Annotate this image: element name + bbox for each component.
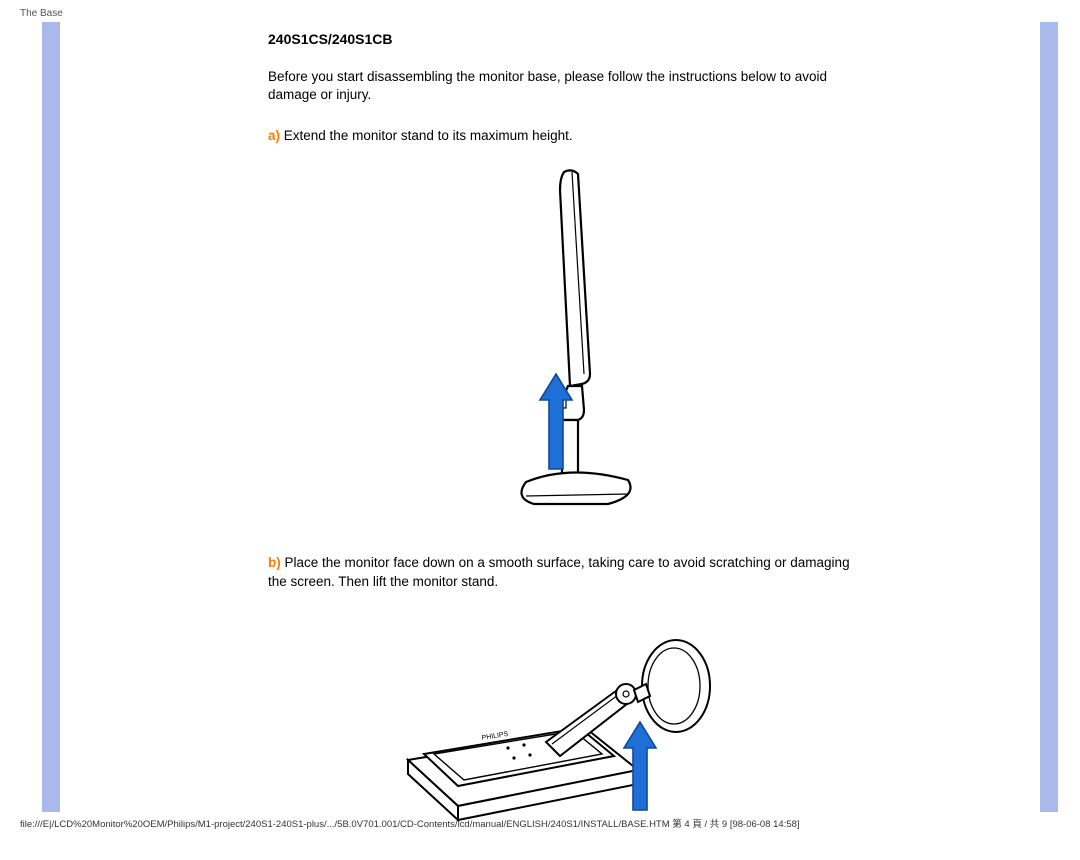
step-b-text: Place the monitor face down on a smooth …: [268, 555, 850, 589]
figure-b-illustration: PHILIPS: [388, 610, 748, 830]
step-a: a) Extend the monitor stand to its maxim…: [268, 127, 868, 146]
step-a-letter: a): [268, 128, 280, 143]
model-heading: 240S1CS/240S1CB: [268, 30, 868, 50]
figure-a-wrap: [268, 164, 868, 530]
page-header-title: The Base: [20, 8, 63, 19]
intro-paragraph: Before you start disassembling the monit…: [268, 68, 868, 106]
step-a-text: Extend the monitor stand to its maximum …: [284, 128, 573, 143]
left-accent-bar: [42, 22, 60, 812]
step-b: b) Place the monitor face down on a smoo…: [268, 554, 868, 592]
step-b-letter: b): [268, 555, 281, 570]
figure-b-wrap: PHILIPS: [268, 610, 868, 836]
main-content: 240S1CS/240S1CB Before you start disasse…: [268, 30, 868, 860]
footer-file-path: file:///E|/LCD%20Monitor%20OEM/Philips/M…: [20, 816, 800, 830]
right-accent-bar: [1040, 22, 1058, 812]
figure-a-illustration: [478, 164, 658, 524]
